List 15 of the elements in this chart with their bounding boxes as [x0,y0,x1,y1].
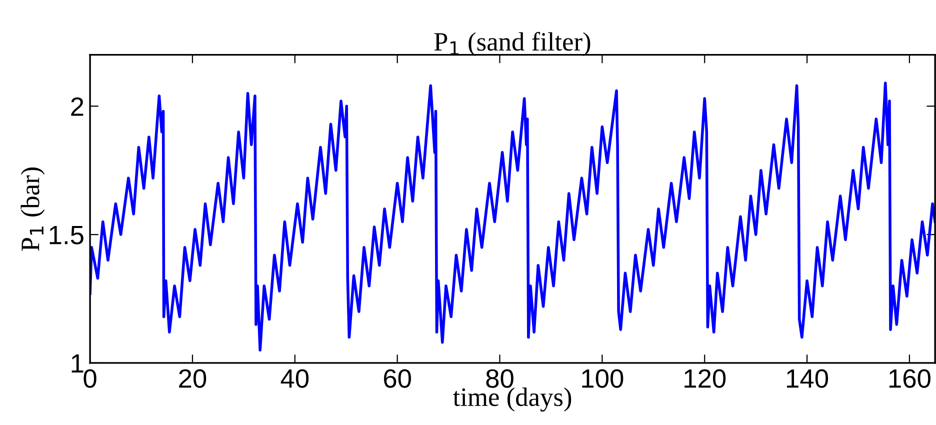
x-tick-label: 60 [384,369,411,388]
y-tick-label: 1 [72,354,84,373]
x-tick-label: 40 [280,369,309,388]
y-axis-title: P$_{1}$ (bar) [20,168,45,251]
x-tick-label: 20 [179,369,206,388]
x-tick-label: 120 [684,369,726,388]
x-tick-label: 100 [582,369,624,388]
x-tick-label: 160 [889,369,930,388]
x-axis-title: time (days) [453,388,572,412]
x-tick-label: 80 [486,369,514,388]
x-tick-label: 140 [787,369,828,388]
line-series [90,82,936,352]
y-tick-label: 1.5 [50,226,84,244]
x-tick-label: 0 [84,369,96,388]
y-tick-label: 2 [71,97,84,116]
